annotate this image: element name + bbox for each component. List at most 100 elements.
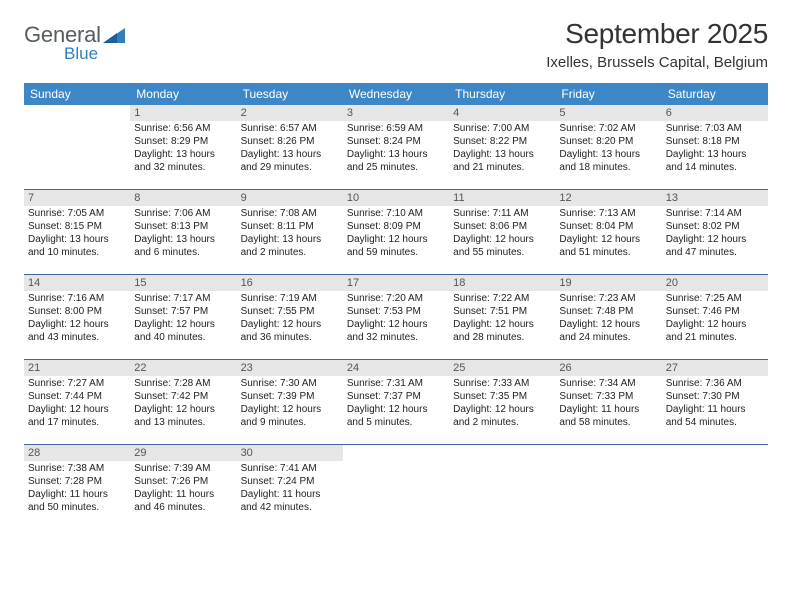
sunset-line: Sunset: 7:26 PM: [134, 476, 232, 489]
sunrise-line: Sunrise: 7:39 AM: [134, 463, 232, 476]
calendar-day-cell: [662, 445, 768, 529]
sunrise-line: Sunrise: 7:33 AM: [453, 378, 551, 391]
weekday-header: Thursday: [449, 83, 555, 105]
daylight-line: Daylight: 12 hours: [559, 319, 657, 332]
day-number: 15: [130, 275, 236, 291]
calendar-day-cell: 30Sunrise: 7:41 AMSunset: 7:24 PMDayligh…: [237, 445, 343, 529]
sunrise-line: Sunrise: 7:19 AM: [241, 293, 339, 306]
calendar-day-cell: 1Sunrise: 6:56 AMSunset: 8:29 PMDaylight…: [130, 105, 236, 189]
day-number: 19: [555, 275, 661, 291]
sunrise-line: Sunrise: 7:11 AM: [453, 208, 551, 221]
calendar-day-cell: 4Sunrise: 7:00 AMSunset: 8:22 PMDaylight…: [449, 105, 555, 189]
calendar-day-cell: 10Sunrise: 7:10 AMSunset: 8:09 PMDayligh…: [343, 190, 449, 274]
day-number: 16: [237, 275, 343, 291]
day-number: 21: [24, 360, 130, 376]
day-number: 22: [130, 360, 236, 376]
calendar-day-cell: 9Sunrise: 7:08 AMSunset: 8:11 PMDaylight…: [237, 190, 343, 274]
calendar-day-cell: 20Sunrise: 7:25 AMSunset: 7:46 PMDayligh…: [662, 275, 768, 359]
day-number: 4: [449, 105, 555, 121]
calendar-day-cell: 24Sunrise: 7:31 AMSunset: 7:37 PMDayligh…: [343, 360, 449, 444]
daylight-line: and 58 minutes.: [559, 417, 657, 430]
sunset-line: Sunset: 7:46 PM: [666, 306, 764, 319]
daylight-line: and 51 minutes.: [559, 247, 657, 260]
sunrise-line: Sunrise: 7:22 AM: [453, 293, 551, 306]
calendar-body: 1Sunrise: 6:56 AMSunset: 8:29 PMDaylight…: [24, 105, 768, 529]
day-number: 11: [449, 190, 555, 206]
daylight-line: and 21 minutes.: [666, 332, 764, 345]
daylight-line: Daylight: 11 hours: [28, 489, 126, 502]
sunrise-line: Sunrise: 7:28 AM: [134, 378, 232, 391]
calendar-week-row: 28Sunrise: 7:38 AMSunset: 7:28 PMDayligh…: [24, 445, 768, 529]
sunset-line: Sunset: 7:51 PM: [453, 306, 551, 319]
weekday-header: Wednesday: [343, 83, 449, 105]
daylight-line: Daylight: 12 hours: [134, 319, 232, 332]
sunrise-line: Sunrise: 7:10 AM: [347, 208, 445, 221]
calendar-day-cell: 16 Sunrise: 7:19 AMSunset: 7:55 PMDayligh…: [237, 275, 343, 359]
calendar-day-cell: 23Sunrise: 7:30 AMSunset: 7:39 PMDayligh…: [237, 360, 343, 444]
daylight-line: Daylight: 11 hours: [666, 404, 764, 417]
daylight-line: Daylight: 13 hours: [559, 149, 657, 162]
day-number: 27: [662, 360, 768, 376]
calendar-day-cell: [555, 445, 661, 529]
day-number: 25: [449, 360, 555, 376]
calendar-day-cell: 14Sunrise: 7:16 AMSunset: 8:00 PMDayligh…: [24, 275, 130, 359]
calendar-day-cell: 27Sunrise: 7:36 AMSunset: 7:30 PMDayligh…: [662, 360, 768, 444]
sunset-line: Sunset: 7:55 PM: [241, 306, 339, 319]
calendar-day-cell: 21Sunrise: 7:27 AMSunset: 7:44 PMDayligh…: [24, 360, 130, 444]
sunset-line: Sunset: 8:24 PM: [347, 136, 445, 149]
daylight-line: and 21 minutes.: [453, 162, 551, 175]
daylight-line: Daylight: 13 hours: [241, 149, 339, 162]
sunset-line: Sunset: 7:35 PM: [453, 391, 551, 404]
day-number: 20: [662, 275, 768, 291]
calendar-day-cell: 11Sunrise: 7:11 AMSunset: 8:06 PMDayligh…: [449, 190, 555, 274]
daylight-line: and 14 minutes.: [666, 162, 764, 175]
daylight-line: and 28 minutes.: [453, 332, 551, 345]
sunset-line: Sunset: 7:44 PM: [28, 391, 126, 404]
calendar-day-cell: 2Sunrise: 6:57 AMSunset: 8:26 PMDaylight…: [237, 105, 343, 189]
calendar-day-cell: 15Sunrise: 7:17 AMSunset: 7:57 PMDayligh…: [130, 275, 236, 359]
daylight-line: Daylight: 12 hours: [241, 404, 339, 417]
logo-triangle-icon: [103, 27, 125, 43]
calendar-day-cell: 8Sunrise: 7:06 AMSunset: 8:13 PMDaylight…: [130, 190, 236, 274]
daylight-line: and 18 minutes.: [559, 162, 657, 175]
weekday-header-row: Sunday Monday Tuesday Wednesday Thursday…: [24, 83, 768, 105]
sunset-line: Sunset: 8:22 PM: [453, 136, 551, 149]
calendar-day-cell: 18Sunrise: 7:22 AMSunset: 7:51 PMDayligh…: [449, 275, 555, 359]
sunrise-line: Sunrise: 7:38 AM: [28, 463, 126, 476]
daylight-line: Daylight: 13 hours: [666, 149, 764, 162]
calendar-day-cell: 29Sunrise: 7:39 AMSunset: 7:26 PMDayligh…: [130, 445, 236, 529]
location-subtitle: Ixelles, Brussels Capital, Belgium: [546, 54, 768, 71]
sunset-line: Sunset: 7:57 PM: [134, 306, 232, 319]
day-number: 1: [130, 105, 236, 121]
day-number: 23: [237, 360, 343, 376]
daylight-line: and 47 minutes.: [666, 247, 764, 260]
sunset-line: Sunset: 8:26 PM: [241, 136, 339, 149]
calendar-day-cell: 13Sunrise: 7:14 AMSunset: 8:02 PMDayligh…: [662, 190, 768, 274]
sunset-line: Sunset: 7:48 PM: [559, 306, 657, 319]
daylight-line: and 32 minutes.: [134, 162, 232, 175]
daylight-line: Daylight: 12 hours: [453, 234, 551, 247]
daylight-line: Daylight: 12 hours: [666, 234, 764, 247]
daylight-line: Daylight: 11 hours: [241, 489, 339, 502]
day-number: 24: [343, 360, 449, 376]
daylight-line: and 25 minutes.: [347, 162, 445, 175]
daylight-line: and 2 minutes.: [241, 247, 339, 260]
weekday-header: Tuesday: [237, 83, 343, 105]
sunset-line: Sunset: 8:11 PM: [241, 221, 339, 234]
sunrise-line: Sunrise: 7:30 AM: [241, 378, 339, 391]
daylight-line: Daylight: 13 hours: [241, 234, 339, 247]
daylight-line: Daylight: 12 hours: [347, 234, 445, 247]
daylight-line: Daylight: 12 hours: [347, 319, 445, 332]
daylight-line: and 32 minutes.: [347, 332, 445, 345]
daylight-line: and 40 minutes.: [134, 332, 232, 345]
daylight-line: Daylight: 12 hours: [241, 319, 339, 332]
daylight-line: Daylight: 12 hours: [453, 404, 551, 417]
day-number: 17: [343, 275, 449, 291]
daylight-line: and 6 minutes.: [134, 247, 232, 260]
sunset-line: Sunset: 7:53 PM: [347, 306, 445, 319]
day-number: 7: [24, 190, 130, 206]
day-number: 26: [555, 360, 661, 376]
daylight-line: Daylight: 12 hours: [28, 319, 126, 332]
calendar-week-row: 14Sunrise: 7:16 AMSunset: 8:00 PMDayligh…: [24, 275, 768, 360]
calendar-day-cell: [24, 105, 130, 189]
